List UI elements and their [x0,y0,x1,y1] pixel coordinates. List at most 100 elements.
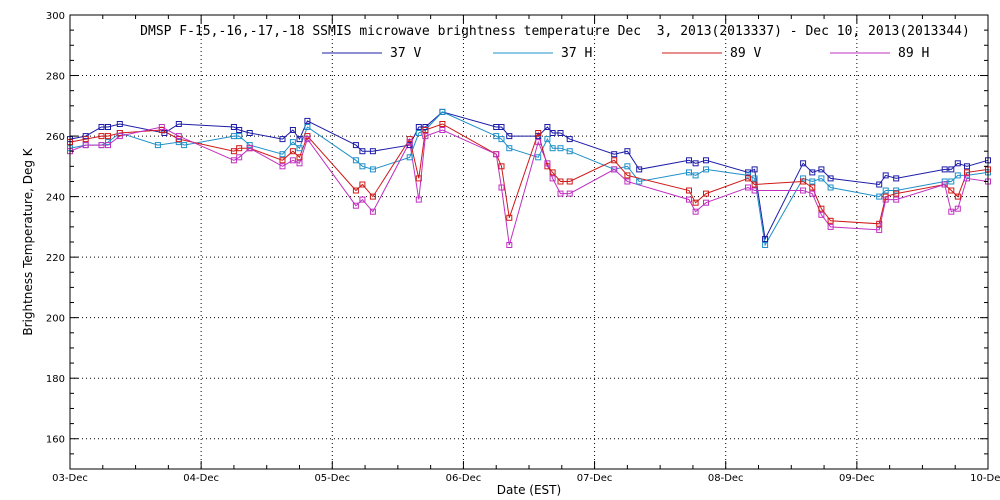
data-point-marker [882,196,889,203]
data-point-marker [549,175,556,182]
x-tick-label: 07-Dec [577,473,613,484]
legend-label: 89 H [898,46,929,61]
data-point-marker [289,157,296,164]
x-tick-label: 08-Dec [708,473,744,484]
data-point-marker [818,211,825,218]
data-point-marker [703,190,709,197]
data-point-marker [686,196,692,203]
data-point-marker [279,163,286,170]
x-tick-label: 09-Dec [839,473,875,484]
data-point-marker [624,178,631,185]
data-point-marker [948,208,955,215]
data-point-marker [692,160,699,167]
data-point-marker [636,178,643,185]
data-point-marker [611,157,618,164]
data-point-marker [369,208,376,215]
axes: 160 180 200 220 240 260 280 300 03-Dec 04-Dec 05-D… [46,11,1000,484]
data-point-marker [359,196,366,203]
data-point-marker [506,133,513,140]
data-point-marker [557,145,564,152]
data-point-marker [882,172,889,179]
data-point-marker [116,130,123,136]
data-point-marker [415,124,422,130]
data-point-marker [98,142,105,149]
data-point-marker [98,133,105,140]
data-point-marker [686,169,692,176]
data-point-marker [762,236,769,242]
data-point-marker [876,220,883,227]
data-point-marker [544,160,551,167]
x-tick-label: 06-Dec [446,473,482,484]
data-point-marker [692,172,699,179]
x-tick-label: 04-Dec [183,473,219,484]
data-point-marker [236,133,243,140]
data-point-marker [751,166,758,173]
data-point-marker [415,175,422,182]
data-point-marker [296,136,303,143]
data-point-marker [818,166,825,173]
data-point-marker [893,187,900,194]
data-point-marker [359,163,366,170]
data-point-marker [352,187,359,194]
data-point-marker [544,136,551,143]
data-point-marker [369,148,376,155]
data-point-marker [818,205,825,212]
data-point-marker [876,193,883,200]
data-point-marker [296,145,303,152]
x-tick-label: 05-Dec [314,473,350,484]
series-line-89-v [69,123,989,225]
data-point-marker [415,196,422,203]
data-point-marker [506,145,513,152]
data-point-marker [827,223,834,230]
data-point-marker [557,178,564,185]
data-point-marker [289,127,296,133]
data-point-marker [236,154,243,161]
data-point-marker [304,124,311,130]
data-point-marker [304,117,311,124]
data-point-marker [964,169,970,176]
data-point-marker [439,121,446,127]
data-point-marker [236,127,243,133]
series-markers [67,108,991,248]
data-point-marker [800,178,807,185]
y-axis-title: Brightness Temperature, Deg K [21,147,35,335]
series-line-37-h [69,111,989,247]
data-point-marker [116,133,123,140]
data-point-marker [304,136,311,143]
y-tick-label: 300 [46,11,65,22]
data-point-marker [175,133,182,140]
data-point-marker [948,166,955,173]
data-point-marker [809,190,816,197]
data-point-marker [692,208,699,215]
data-point-marker [703,166,709,173]
data-point-marker [809,169,816,176]
data-point-marker [636,166,643,173]
data-point-marker [954,172,961,179]
y-tick-label: 160 [46,435,65,446]
y-tick-label: 260 [46,132,65,143]
legend-label: 37 H [561,46,592,61]
data-point-marker [703,199,709,206]
data-point-marker [948,187,955,194]
data-point-marker [611,166,618,173]
series-line-89-h [69,126,989,246]
data-point-marker [624,163,631,170]
data-point-marker [549,169,556,176]
data-point-marker [415,130,422,136]
data-point-marker [296,154,303,161]
data-point-marker [493,151,500,158]
data-point-marker [549,145,556,152]
chart-title: DMSP F-15,-16,-17,-18 SSMIS microwave br… [140,24,970,39]
data-point-marker [369,166,376,173]
series-line-37-v [69,111,989,241]
data-point-marker [566,136,573,143]
data-point-marker [498,124,505,130]
data-point-marker [116,121,123,127]
data-point-marker [745,175,751,182]
data-point-marker [535,133,542,140]
data-point-marker [98,124,105,130]
data-point-marker [566,178,573,185]
data-point-marker [158,124,165,130]
data-point-marker [800,187,807,194]
